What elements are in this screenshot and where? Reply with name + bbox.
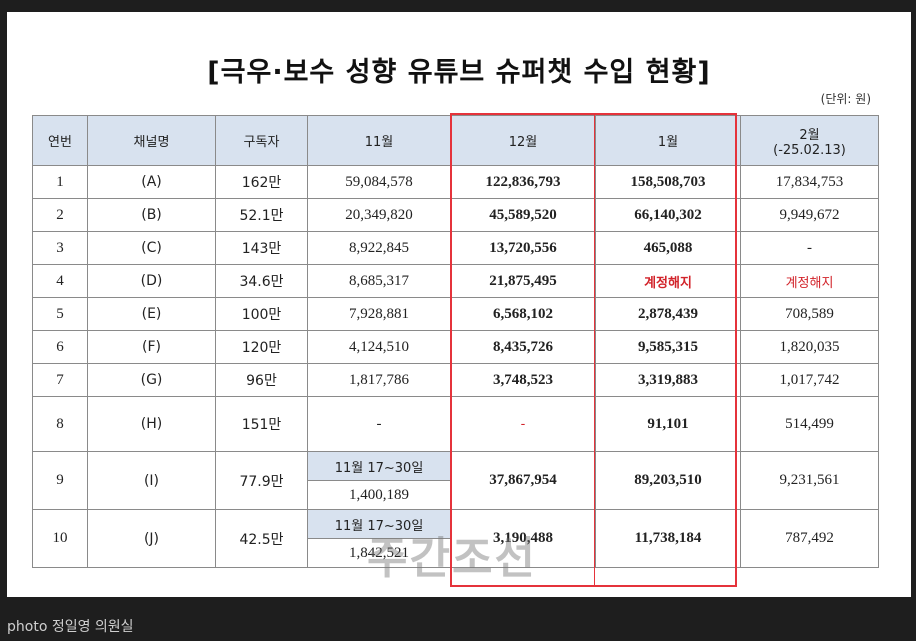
cell-channel: (G)	[87, 363, 216, 397]
cell-subscribers: 151만	[215, 396, 308, 452]
table-row: 8 (H) 151만 - - 91,101 514,499	[32, 396, 879, 452]
cell-feb: 708,589	[740, 297, 879, 331]
table-row: 2 (B) 52.1만 20,349,820 45,589,520 66,140…	[32, 198, 879, 232]
cell-feb: 1,820,035	[740, 330, 879, 364]
cell-jan: 465,088	[595, 231, 741, 265]
cell-dec: 6,568,102	[450, 297, 596, 331]
document-image: [극우·보수 성향 유튜브 슈퍼챗 수입 현황] (단위: 원) 연번 채널명 …	[7, 12, 911, 597]
cell-dec: 37,867,954	[450, 451, 596, 510]
cell-no: 2	[32, 198, 88, 232]
table-row: 1,400,189	[33, 480, 879, 510]
cell-nov: 20,349,820	[307, 198, 451, 232]
cell-feb: 9,231,561	[740, 451, 879, 510]
header-feb-range: (-25.02.13)	[773, 142, 846, 158]
table-row: 1 (A) 162만 59,084,578 122,836,793 158,50…	[32, 165, 879, 199]
cell-feb-terminated: 계정해지	[740, 264, 879, 298]
cell-subscribers: 77.9만	[215, 451, 308, 510]
cell-subscribers: 143만	[215, 231, 308, 265]
cell-no: 10	[32, 509, 88, 568]
cell-no: 8	[32, 396, 88, 452]
header-channel: 채널명	[87, 115, 216, 166]
cell-jan: 91,101	[595, 396, 741, 452]
cell-nov: 4,124,510	[307, 330, 451, 364]
header-row: 연번 채널명 구독자 11월 12월 1월 2월 (-25.02.13)	[32, 115, 879, 166]
cell-jan: 158,508,703	[595, 165, 741, 199]
cell-no: 9	[32, 451, 88, 510]
cell-channel: (D)	[87, 264, 216, 298]
cell-no: 4	[32, 264, 88, 298]
table-row: 10 (J) 42.5만 11월 17~30일 3,190,488 11,738…	[32, 509, 879, 568]
cell-channel: (A)	[87, 165, 216, 199]
cell-feb: -	[740, 231, 879, 265]
cell-nov: 1,400,189	[307, 480, 451, 510]
header-feb-label: 2월	[799, 127, 820, 143]
revenue-table: 연번 채널명 구독자 11월 12월 1월 2월 (-25.02.13) 1 (…	[32, 115, 879, 568]
header-dec: 12월	[450, 115, 596, 166]
table-row: 4 (D) 34.6만 8,685,317 21,875,495 계정해지 계정…	[32, 264, 879, 298]
cell-subscribers: 42.5만	[215, 509, 308, 568]
cell-jan: 11,738,184	[595, 509, 741, 568]
cell-jan: 3,319,883	[595, 363, 741, 397]
cell-feb: 17,834,753	[740, 165, 879, 199]
header-jan: 1월	[595, 115, 741, 166]
cell-channel: (C)	[87, 231, 216, 265]
cell-subscribers: 120만	[215, 330, 308, 364]
table-row: 3 (C) 143만 8,922,845 13,720,556 465,088 …	[32, 231, 879, 265]
header-nov: 11월	[307, 115, 451, 166]
cell-dec: 21,875,495	[450, 264, 596, 298]
cell-jan: 89,203,510	[595, 451, 741, 510]
table-row: 7 (G) 96만 1,817,786 3,748,523 3,319,883 …	[32, 363, 879, 397]
cell-nov: 8,685,317	[307, 264, 451, 298]
cell-channel: (J)	[87, 509, 216, 568]
cell-subscribers: 162만	[215, 165, 308, 199]
cell-channel: (B)	[87, 198, 216, 232]
cell-nov: 7,928,881	[307, 297, 451, 331]
unit-note: (단위: 원)	[820, 92, 871, 106]
cell-dec: -	[450, 396, 596, 452]
cell-nov-period: 11월 17~30일	[307, 451, 451, 481]
cell-feb: 1,017,742	[740, 363, 879, 397]
cell-jan-terminated: 계정해지	[595, 264, 741, 298]
table-row: 9 (I) 77.9만 11월 17~30일 37,867,954 89,203…	[32, 451, 879, 510]
cell-feb: 9,949,672	[740, 198, 879, 232]
table-row: 5 (E) 100만 7,928,881 6,568,102 2,878,439…	[32, 297, 879, 331]
cell-channel: (H)	[87, 396, 216, 452]
cell-dec: 13,720,556	[450, 231, 596, 265]
cell-feb: 514,499	[740, 396, 879, 452]
cell-channel: (E)	[87, 297, 216, 331]
cell-channel: (I)	[87, 451, 216, 510]
cell-no: 1	[32, 165, 88, 199]
cell-dec: 122,836,793	[450, 165, 596, 199]
cell-subscribers: 96만	[215, 363, 308, 397]
header-feb: 2월 (-25.02.13)	[740, 115, 879, 166]
cell-dec: 45,589,520	[450, 198, 596, 232]
cell-nov: 59,084,578	[307, 165, 451, 199]
document-title: [극우·보수 성향 유튜브 슈퍼챗 수입 현황]	[207, 57, 711, 88]
cell-subscribers: 34.6만	[215, 264, 308, 298]
cell-no: 7	[32, 363, 88, 397]
cell-no: 5	[32, 297, 88, 331]
header-subscribers: 구독자	[215, 115, 308, 166]
photo-caption: photo 정일영 의원실	[7, 619, 134, 635]
cell-dec: 3,748,523	[450, 363, 596, 397]
cell-no: 6	[32, 330, 88, 364]
cell-channel: (F)	[87, 330, 216, 364]
cell-nov-period: 11월 17~30일	[307, 509, 451, 539]
cell-jan: 2,878,439	[595, 297, 741, 331]
cell-no: 3	[32, 231, 88, 265]
cell-dec: 8,435,726	[450, 330, 596, 364]
cell-nov: -	[307, 396, 451, 452]
table-row: 1,842,521	[33, 538, 879, 568]
cell-nov: 1,842,521	[307, 538, 451, 568]
cell-jan: 9,585,315	[595, 330, 741, 364]
cell-subscribers: 100만	[215, 297, 308, 331]
header-no: 연번	[32, 115, 88, 166]
cell-nov: 1,817,786	[307, 363, 451, 397]
cell-feb: 787,492	[740, 509, 879, 568]
table-row: 6 (F) 120만 4,124,510 8,435,726 9,585,315…	[32, 330, 879, 364]
cell-nov: 8,922,845	[307, 231, 451, 265]
cell-dec: 3,190,488	[450, 509, 596, 568]
cell-jan: 66,140,302	[595, 198, 741, 232]
cell-subscribers: 52.1만	[215, 198, 308, 232]
